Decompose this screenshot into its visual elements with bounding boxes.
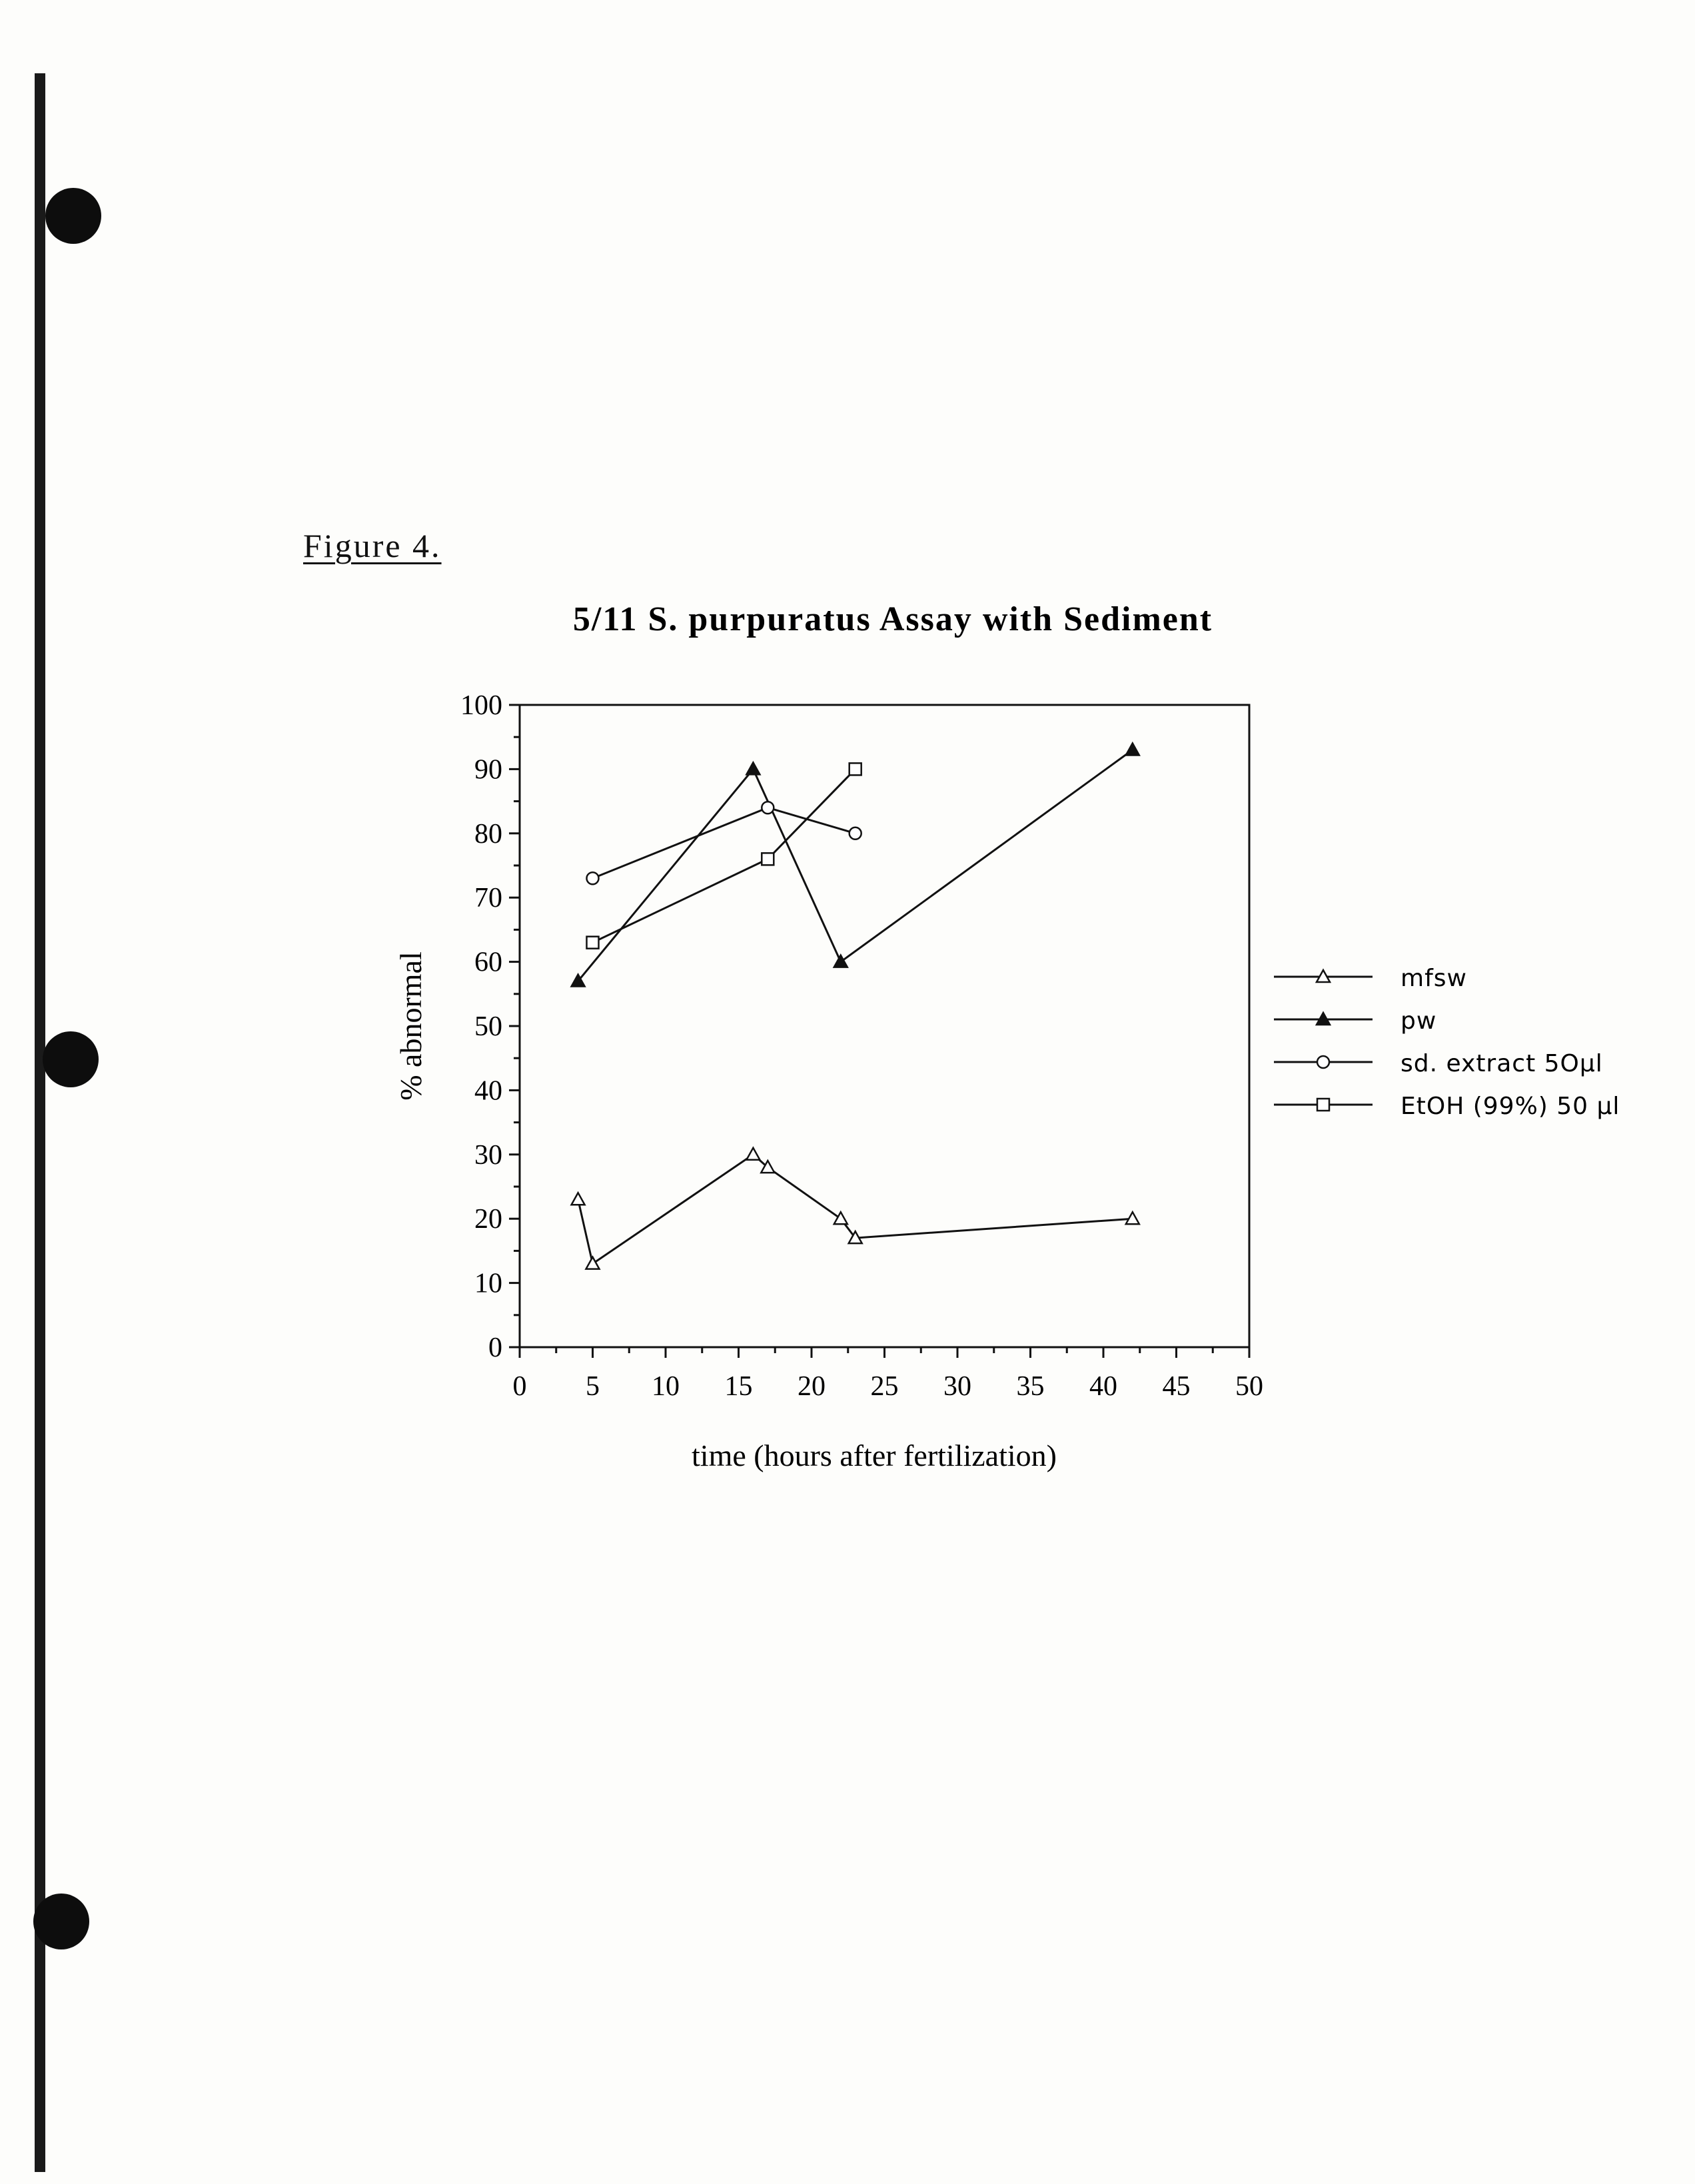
x-tick-label: 30 bbox=[943, 1371, 971, 1402]
y-tick-label: 0 bbox=[488, 1333, 502, 1363]
y-tick-label: 50 bbox=[474, 1011, 502, 1042]
data-point bbox=[848, 762, 862, 776]
data-point bbox=[1124, 741, 1141, 756]
legend-label: sd. extract 5Oμl bbox=[1401, 1050, 1603, 1077]
data-point bbox=[745, 1146, 762, 1161]
x-tick-label: 0 bbox=[513, 1371, 527, 1402]
data-point bbox=[570, 1191, 586, 1206]
series-line bbox=[577, 1153, 1133, 1266]
punch-hole-top bbox=[45, 188, 101, 244]
legend-entry: sd. extract 5Oμl bbox=[1274, 1050, 1603, 1077]
legend-entry: mfsw bbox=[1274, 965, 1467, 992]
y-axis-label: % abnormal bbox=[394, 951, 428, 1101]
x-tick-label: 25 bbox=[871, 1371, 899, 1402]
x-tick-label: 40 bbox=[1089, 1371, 1117, 1402]
data-point bbox=[848, 826, 862, 841]
y-tick-label: 90 bbox=[474, 754, 502, 785]
data-point bbox=[570, 972, 586, 987]
x-tick-label: 20 bbox=[798, 1371, 826, 1402]
series-2 bbox=[570, 741, 1141, 987]
punch-hole-middle bbox=[43, 1031, 99, 1087]
y-tick-label: 40 bbox=[474, 1075, 502, 1106]
data-point bbox=[1124, 1210, 1141, 1225]
x-tick-label: 10 bbox=[652, 1371, 680, 1402]
data-point bbox=[760, 1159, 776, 1174]
data-point bbox=[586, 871, 600, 885]
data-point bbox=[745, 760, 762, 776]
legend-label: EtOH (99%) 50 μl bbox=[1401, 1093, 1620, 1120]
series-line bbox=[592, 806, 856, 879]
y-axis: 0 10 20 30 40 50 60 70 80 90 100 bbox=[460, 690, 520, 1363]
legend-marker bbox=[1315, 1011, 1332, 1026]
series-line bbox=[577, 749, 1133, 982]
x-axis: 0 5 10 15 20 25 30 35 40 45 50 bbox=[513, 1347, 1263, 1402]
binder-edge bbox=[35, 73, 45, 2172]
series-4 bbox=[586, 762, 862, 949]
legend-entry: pw bbox=[1274, 1007, 1436, 1035]
legend-entry: EtOH (99%) 50 μl bbox=[1274, 1093, 1620, 1120]
data-point bbox=[761, 800, 775, 815]
chart-title: 5/11 S. purpuratus Assay with Sediment bbox=[573, 600, 1213, 638]
x-tick-label: 50 bbox=[1235, 1371, 1263, 1402]
x-tick-label: 15 bbox=[725, 1371, 753, 1402]
legend-marker bbox=[1315, 968, 1332, 983]
data-point bbox=[761, 852, 775, 866]
y-tick-label: 60 bbox=[474, 947, 502, 978]
y-tick-label: 30 bbox=[474, 1140, 502, 1171]
punch-hole-bottom bbox=[33, 1894, 89, 1949]
x-axis-label: time (hours after fertilization) bbox=[692, 1438, 1057, 1472]
y-tick-label: 20 bbox=[474, 1204, 502, 1235]
x-tick-label: 35 bbox=[1017, 1371, 1045, 1402]
plot-frame bbox=[518, 704, 1251, 1349]
data-point bbox=[586, 935, 600, 949]
series-layer bbox=[570, 741, 1141, 1270]
data-point bbox=[832, 953, 849, 968]
data-point bbox=[832, 1210, 849, 1225]
y-tick-label: 80 bbox=[474, 819, 502, 849]
legend-label: pw bbox=[1401, 1007, 1436, 1035]
x-tick-label: 45 bbox=[1163, 1371, 1191, 1402]
x-tick-label: 5 bbox=[586, 1371, 600, 1402]
legend: mfsw pw sd. extract 5Oμl EtOH (99%) 50 μl bbox=[1274, 965, 1620, 1120]
data-point bbox=[847, 1229, 863, 1245]
figure-label: Figure 4. bbox=[303, 527, 442, 564]
legend-marker bbox=[1316, 1097, 1331, 1112]
y-tick-label: 10 bbox=[474, 1269, 502, 1299]
y-tick-label: 100 bbox=[460, 690, 502, 721]
legend-label: mfsw bbox=[1401, 965, 1467, 992]
data-point bbox=[584, 1255, 601, 1270]
legend-marker bbox=[1316, 1055, 1331, 1069]
y-tick-label: 70 bbox=[474, 883, 502, 913]
series-3 bbox=[586, 800, 862, 885]
series-1 bbox=[570, 1146, 1141, 1270]
